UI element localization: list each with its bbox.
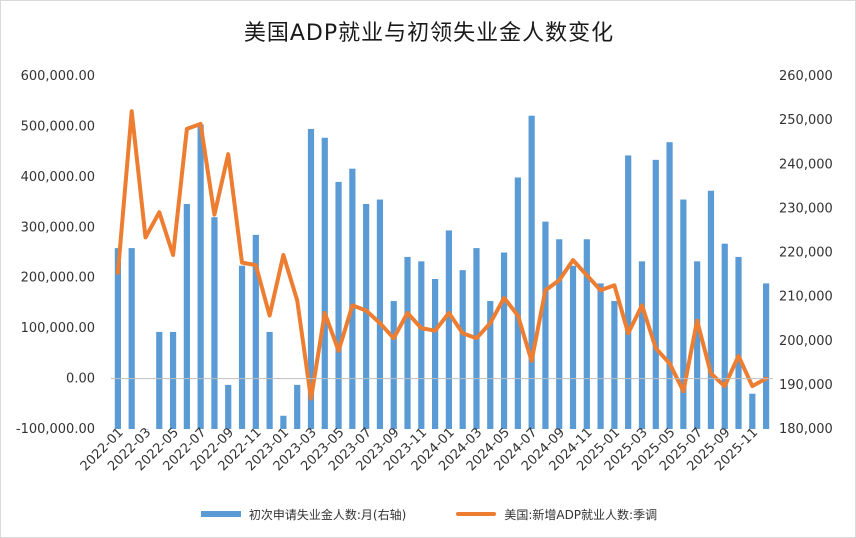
bar	[680, 199, 687, 429]
y-left-tick-label: 400,000.00	[21, 170, 95, 185]
bar	[418, 261, 425, 429]
legend-label-line: 美国:新增ADP就业人数:季调	[504, 507, 658, 522]
bar	[556, 239, 563, 429]
bar	[749, 393, 756, 429]
bar	[611, 301, 618, 429]
y-left-tick-label: 500,000.00	[21, 119, 95, 134]
bar	[156, 331, 163, 429]
bar	[735, 256, 742, 429]
bar	[763, 283, 770, 429]
y-right-tick-label: 220,000	[779, 246, 833, 261]
bar	[183, 203, 190, 429]
bar	[625, 155, 632, 430]
bar	[666, 142, 673, 429]
bar	[225, 384, 232, 429]
y-left-tick-label: 600,000.00	[21, 69, 95, 84]
right-axis-ticks: 180,000 190,000 200,000 210,000 220,000 230,0…	[779, 69, 833, 437]
legend-label-bars: 初次申请失业金人数:月(右轴)	[248, 507, 407, 522]
bar	[376, 199, 384, 429]
bar	[500, 252, 508, 429]
y-right-tick-label: 260,000	[779, 69, 833, 84]
bar	[514, 177, 521, 429]
bar	[432, 278, 439, 429]
bar	[307, 128, 315, 429]
bar	[542, 221, 549, 429]
bar	[445, 230, 452, 429]
left-axis-ticks: -100,000.00 0.00 100,000.00 200,000.00 300,0…	[16, 69, 95, 437]
chart-title: 美国ADP就业与初领失业金人数变化	[243, 21, 615, 46]
y-right-tick-label: 180,000	[779, 422, 833, 437]
bar	[169, 331, 177, 429]
y-right-tick-label: 200,000	[779, 334, 833, 349]
series-line	[115, 109, 769, 401]
bar	[349, 168, 356, 429]
bar	[321, 137, 328, 429]
y-left-tick-label: 200,000.00	[21, 271, 95, 286]
bar	[707, 190, 715, 429]
y-left-tick-label: 100,000.00	[21, 321, 95, 336]
bar	[280, 415, 287, 429]
bar	[128, 248, 135, 429]
legend-swatch-line	[456, 512, 497, 516]
y-right-tick-label: 230,000	[779, 201, 833, 216]
bar	[197, 124, 204, 429]
y-right-tick-label: 210,000	[779, 290, 833, 305]
bar	[638, 261, 646, 429]
legend-item-bars: 初次申请失业金人数:月(右轴)	[200, 506, 407, 523]
bar	[363, 203, 370, 429]
bar	[335, 181, 342, 429]
y-right-tick-label: 250,000	[779, 113, 833, 128]
bar	[404, 256, 411, 429]
bar	[252, 234, 259, 429]
legend-swatch-bars	[200, 511, 241, 517]
bar	[390, 301, 397, 429]
bar	[528, 115, 535, 430]
bar	[597, 283, 604, 429]
bar	[721, 243, 728, 429]
legend: 初次申请失业金人数:月(右轴) 美国:新增ADP就业人数:季调	[1, 503, 855, 525]
bar	[294, 384, 301, 429]
bar	[583, 239, 590, 429]
bar	[694, 261, 701, 429]
y-right-tick-label: 190,000	[779, 378, 833, 393]
y-left-tick-label: 0.00	[66, 372, 95, 387]
bar	[211, 217, 218, 429]
bar	[569, 265, 577, 429]
legend-item-line: 美国:新增ADP就业人数:季调	[456, 506, 657, 523]
bar	[114, 248, 121, 429]
y-right-tick-label: 240,000	[779, 157, 833, 172]
bar	[266, 331, 273, 429]
y-left-tick-label: -100,000.00	[16, 422, 95, 437]
bar	[142, 429, 149, 430]
y-left-tick-label: 300,000.00	[21, 220, 95, 235]
line-series	[115, 109, 769, 401]
bar	[459, 270, 466, 429]
bar-series	[114, 115, 770, 430]
bar	[487, 301, 494, 429]
bar	[238, 265, 246, 429]
bar	[652, 159, 659, 429]
